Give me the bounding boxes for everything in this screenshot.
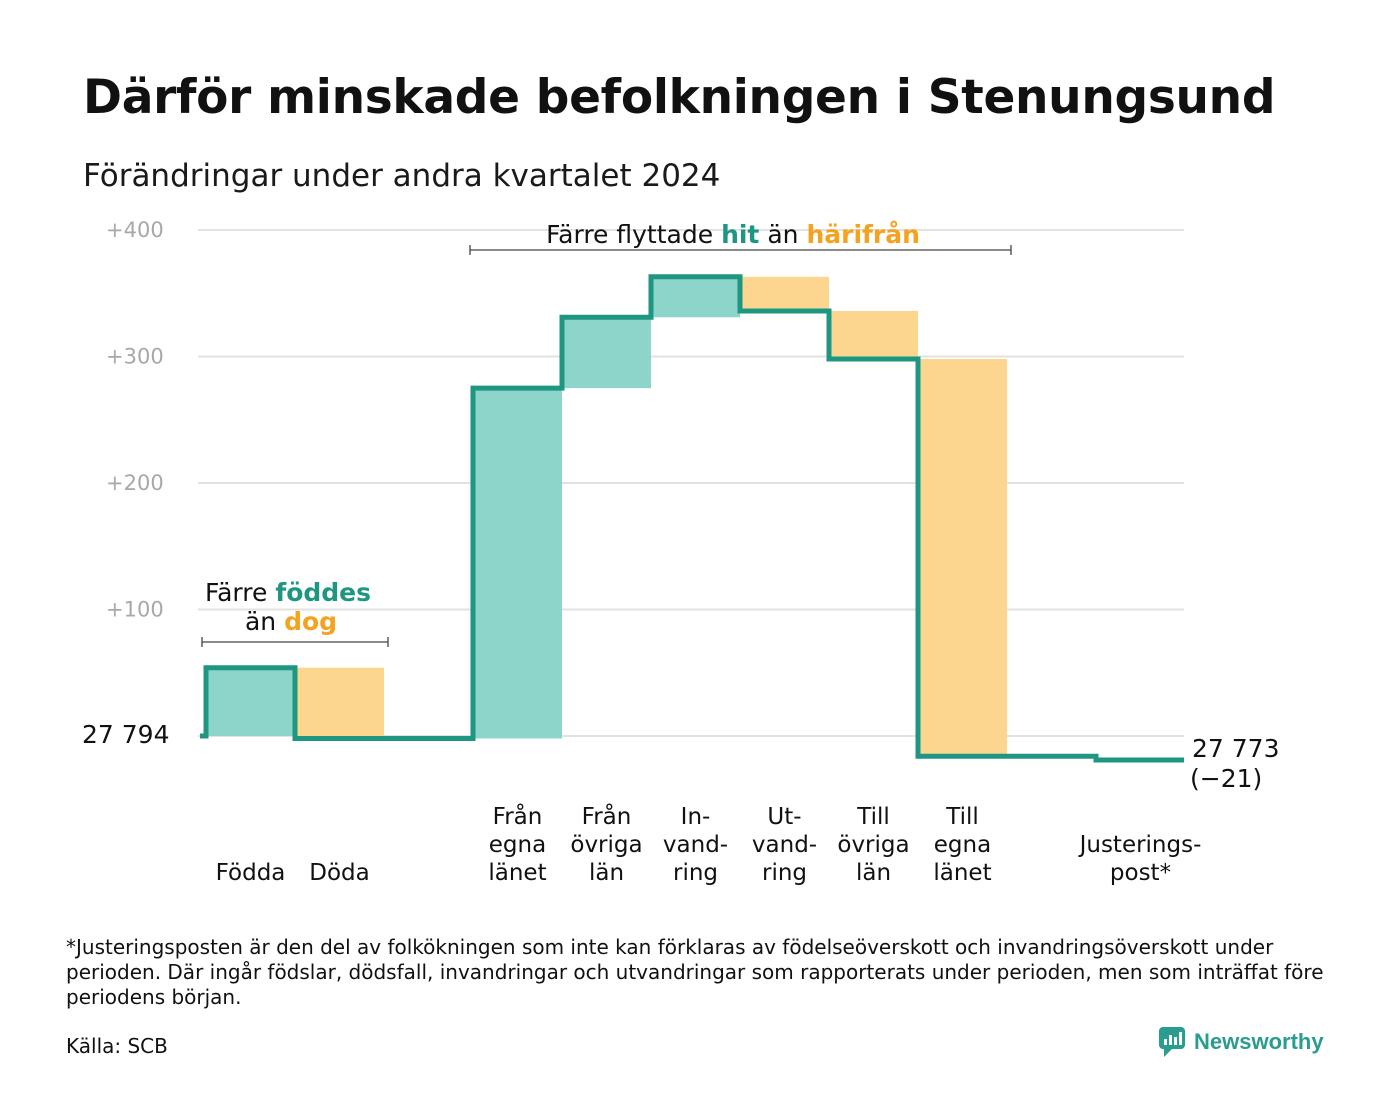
brand-name: Newsworthy — [1194, 1029, 1324, 1054]
grid-layer: +100 +200 +300 +400 — [106, 218, 1184, 737]
category-label: länet — [488, 860, 546, 886]
category-label: Döda — [309, 860, 369, 886]
category-label: egna — [489, 832, 546, 858]
brand-logo: Newsworthy — [1158, 1026, 1324, 1058]
category-label: övriga — [837, 832, 909, 858]
births-annotation-pre2: än — [245, 607, 276, 636]
category-label: Från — [493, 802, 543, 830]
migration-annotation-in: hit — [721, 220, 759, 249]
y-tick-label: +300 — [106, 345, 164, 369]
migration-annotation-mid: än — [767, 220, 798, 249]
source-label: Källa: SCB — [66, 1034, 168, 1058]
inflow-bar — [651, 276, 740, 318]
inflow-bar — [562, 317, 651, 389]
category-label: län — [856, 860, 891, 886]
chart-bubble-icon — [1159, 1027, 1185, 1057]
inflow-bar — [473, 388, 562, 739]
category-label: Födda — [216, 860, 286, 886]
category-label: egna — [934, 832, 991, 858]
migration-annotation-out: härifrån — [806, 220, 919, 249]
outflow-bar — [918, 359, 1007, 757]
y-tick-label: +100 — [106, 598, 164, 622]
category-label: ring — [762, 860, 807, 886]
cumulative-step-line — [200, 274, 1184, 763]
bars-layer — [206, 276, 1007, 757]
end-value-label: 27 773 — [1192, 734, 1279, 763]
migration-bracket — [469, 245, 1012, 255]
category-label: Justerings- — [1078, 832, 1202, 858]
category-label: län — [589, 860, 624, 886]
category-label: Ut- — [767, 804, 801, 830]
outflow-bar — [829, 310, 918, 360]
start-value-label: 27 794 — [82, 720, 169, 749]
line-layer — [200, 274, 1184, 763]
footnote: *Justeringsposten är den del av folkökni… — [66, 935, 1324, 1009]
y-tick-label: +400 — [106, 218, 164, 242]
labels-layer: Födda DödaFrånegnalänetFrånövrigalänIn-va… — [216, 802, 1202, 886]
category-label: post* — [1110, 860, 1171, 886]
migration-annotation-pre: Färre flyttade — [546, 220, 713, 249]
waterfall-chart: +100+200+300+400 Födda DödaFrånegnalänetF… — [82, 218, 1279, 886]
births-annotation-line1: Färre föddes — [205, 578, 371, 607]
category-label: In- — [681, 804, 711, 830]
category-label: länet — [933, 860, 991, 886]
births-bracket — [201, 637, 389, 647]
births-annotation-line2: än dog — [245, 607, 337, 636]
category-label: Till — [856, 804, 890, 830]
y-tick-label: +200 — [106, 471, 164, 495]
inflow-bar — [206, 667, 295, 736]
category-label: vand- — [752, 832, 817, 858]
outflow-bar — [295, 667, 384, 739]
net-change-label: (−21) — [1190, 764, 1262, 793]
chart-title: Därför minskade befolkningen i Stenungsu… — [83, 70, 1276, 125]
births-annotation-strong: föddes — [275, 578, 371, 607]
category-label: Från — [582, 802, 632, 830]
migration-annotation: Färre flyttade hit än härifrån — [546, 220, 920, 249]
chart-subtitle: Förändringar under andra kvartalet 2024 — [83, 158, 721, 194]
births-annotation-pre: Färre — [205, 578, 267, 607]
outflow-bar — [740, 276, 829, 311]
category-label: ring — [673, 860, 718, 886]
category-label: övriga — [570, 832, 642, 858]
category-label: Till — [945, 804, 979, 830]
deaths-annotation-strong: dog — [284, 607, 337, 636]
category-label: vand- — [663, 832, 728, 858]
